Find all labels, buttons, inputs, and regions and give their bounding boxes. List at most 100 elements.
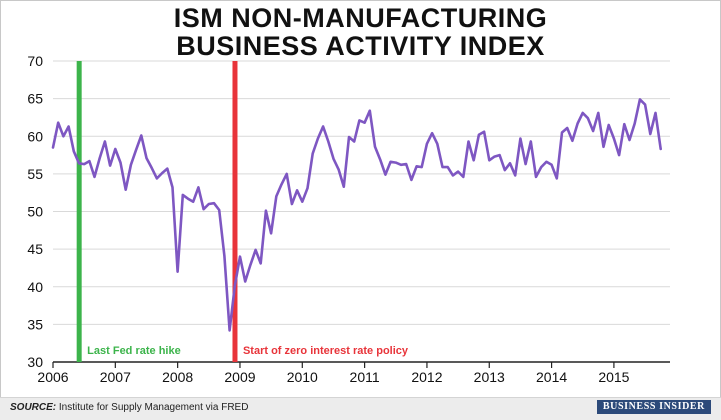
x-tick-label: 2006 xyxy=(37,369,68,385)
data-point xyxy=(426,143,428,145)
data-point xyxy=(322,125,324,128)
data-point xyxy=(270,232,272,235)
y-tick-label: 60 xyxy=(27,128,43,144)
y-tick-label: 65 xyxy=(27,91,43,107)
data-point xyxy=(156,177,158,180)
y-tick-label: 30 xyxy=(27,354,43,370)
data-point xyxy=(659,148,662,150)
data-point xyxy=(317,137,319,140)
chart-title-line-2: BUSINESS ACTIVITY INDEX xyxy=(176,31,545,61)
data-point xyxy=(644,103,646,106)
data-point xyxy=(150,167,153,169)
fed-rate-hike-label: Last Fed rate hike xyxy=(87,345,181,357)
x-tick-label: 2010 xyxy=(287,369,318,385)
data-point xyxy=(67,125,70,128)
data-point xyxy=(623,123,626,125)
data-point xyxy=(249,264,252,266)
data-point xyxy=(104,140,106,143)
data-point xyxy=(493,155,496,158)
x-tick-label: 2011 xyxy=(350,369,380,385)
data-point xyxy=(436,143,439,145)
data-point xyxy=(400,164,402,166)
data-point xyxy=(327,140,330,143)
data-point xyxy=(291,203,293,205)
data-point xyxy=(62,135,65,138)
x-tick-label: 2012 xyxy=(411,369,442,385)
data-point xyxy=(88,160,91,162)
data-point xyxy=(488,159,491,162)
data-point xyxy=(379,158,382,161)
source-bar xyxy=(0,397,721,420)
data-point xyxy=(457,170,459,173)
data-point xyxy=(415,165,418,168)
data-point xyxy=(581,112,584,114)
data-point xyxy=(420,166,423,168)
y-tick-label: 55 xyxy=(27,166,43,182)
data-point xyxy=(530,140,532,143)
data-point xyxy=(602,146,605,148)
data-point xyxy=(446,166,449,168)
data-point xyxy=(509,162,511,165)
data-point xyxy=(239,255,241,258)
data-point xyxy=(639,98,641,101)
data-point xyxy=(124,188,127,191)
data-point xyxy=(254,249,257,251)
brand-logo: BUSINESS INSIDER xyxy=(596,400,711,414)
data-point xyxy=(98,157,101,159)
data-point xyxy=(213,202,215,204)
series-line xyxy=(51,98,663,332)
data-point xyxy=(405,163,408,165)
data-point xyxy=(566,127,568,129)
data-point xyxy=(431,132,433,134)
data-point xyxy=(275,195,278,198)
data-point xyxy=(556,177,558,180)
data-point xyxy=(296,189,298,192)
data-point xyxy=(208,203,210,205)
data-point xyxy=(519,137,522,140)
data-point xyxy=(561,131,563,134)
data-point xyxy=(259,262,262,265)
data-point xyxy=(234,285,236,287)
x-tick-label: 2014 xyxy=(536,369,567,385)
data-point xyxy=(83,163,85,165)
source-text: Institute for Supply Management via FRED xyxy=(58,402,249,413)
data-point xyxy=(472,159,475,162)
data-point xyxy=(483,130,485,133)
data-point xyxy=(187,197,189,200)
data-point xyxy=(93,176,96,178)
y-tick-label: 45 xyxy=(27,241,43,257)
y-tick-label: 70 xyxy=(27,53,43,69)
data-point xyxy=(369,109,371,112)
data-point xyxy=(265,209,267,212)
data-point xyxy=(228,329,231,332)
data-point xyxy=(280,183,283,186)
data-point xyxy=(52,146,54,149)
data-point xyxy=(462,176,465,178)
y-tick-label: 50 xyxy=(27,204,43,220)
data-point xyxy=(306,187,309,189)
data-point xyxy=(389,161,392,163)
data-point xyxy=(337,168,340,171)
data-point xyxy=(57,121,59,124)
data-point xyxy=(161,172,163,174)
data-point xyxy=(467,140,470,143)
y-tick-label: 40 xyxy=(27,279,43,295)
data-point xyxy=(197,186,200,189)
data-point xyxy=(332,158,335,160)
data-point xyxy=(218,209,220,211)
data-point xyxy=(135,149,137,151)
zero-rate-policy-label: Start of zero interest rate policy xyxy=(243,345,409,357)
x-tick-label: 2015 xyxy=(598,369,629,385)
data-point xyxy=(607,124,610,126)
data-point xyxy=(587,117,589,119)
data-point xyxy=(478,133,480,136)
data-point xyxy=(363,121,366,124)
data-point xyxy=(353,140,356,143)
x-tick-label: 2007 xyxy=(100,369,131,385)
data-point xyxy=(130,164,132,166)
data-point xyxy=(202,208,205,210)
data-point xyxy=(571,140,574,142)
data-point xyxy=(119,161,122,164)
data-point xyxy=(223,255,226,257)
data-point xyxy=(171,186,174,189)
